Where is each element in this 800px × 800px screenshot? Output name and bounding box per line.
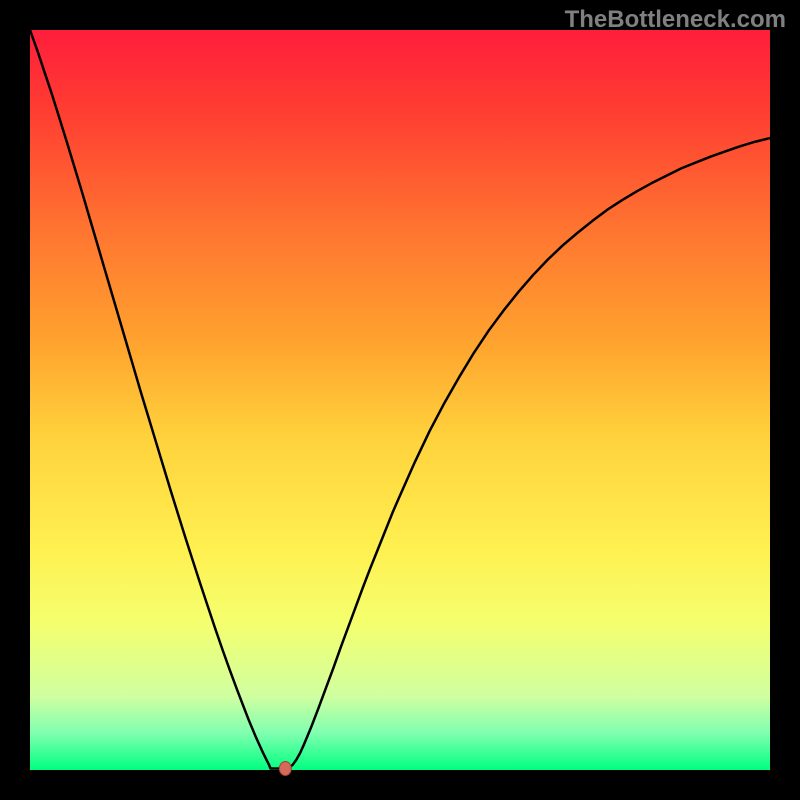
- bottleneck-chart: [0, 0, 800, 800]
- minimum-marker: [279, 762, 291, 776]
- watermark-text: TheBottleneck.com: [565, 6, 786, 34]
- chart-container: TheBottleneck.com: [0, 0, 800, 800]
- plot-background: [30, 30, 770, 770]
